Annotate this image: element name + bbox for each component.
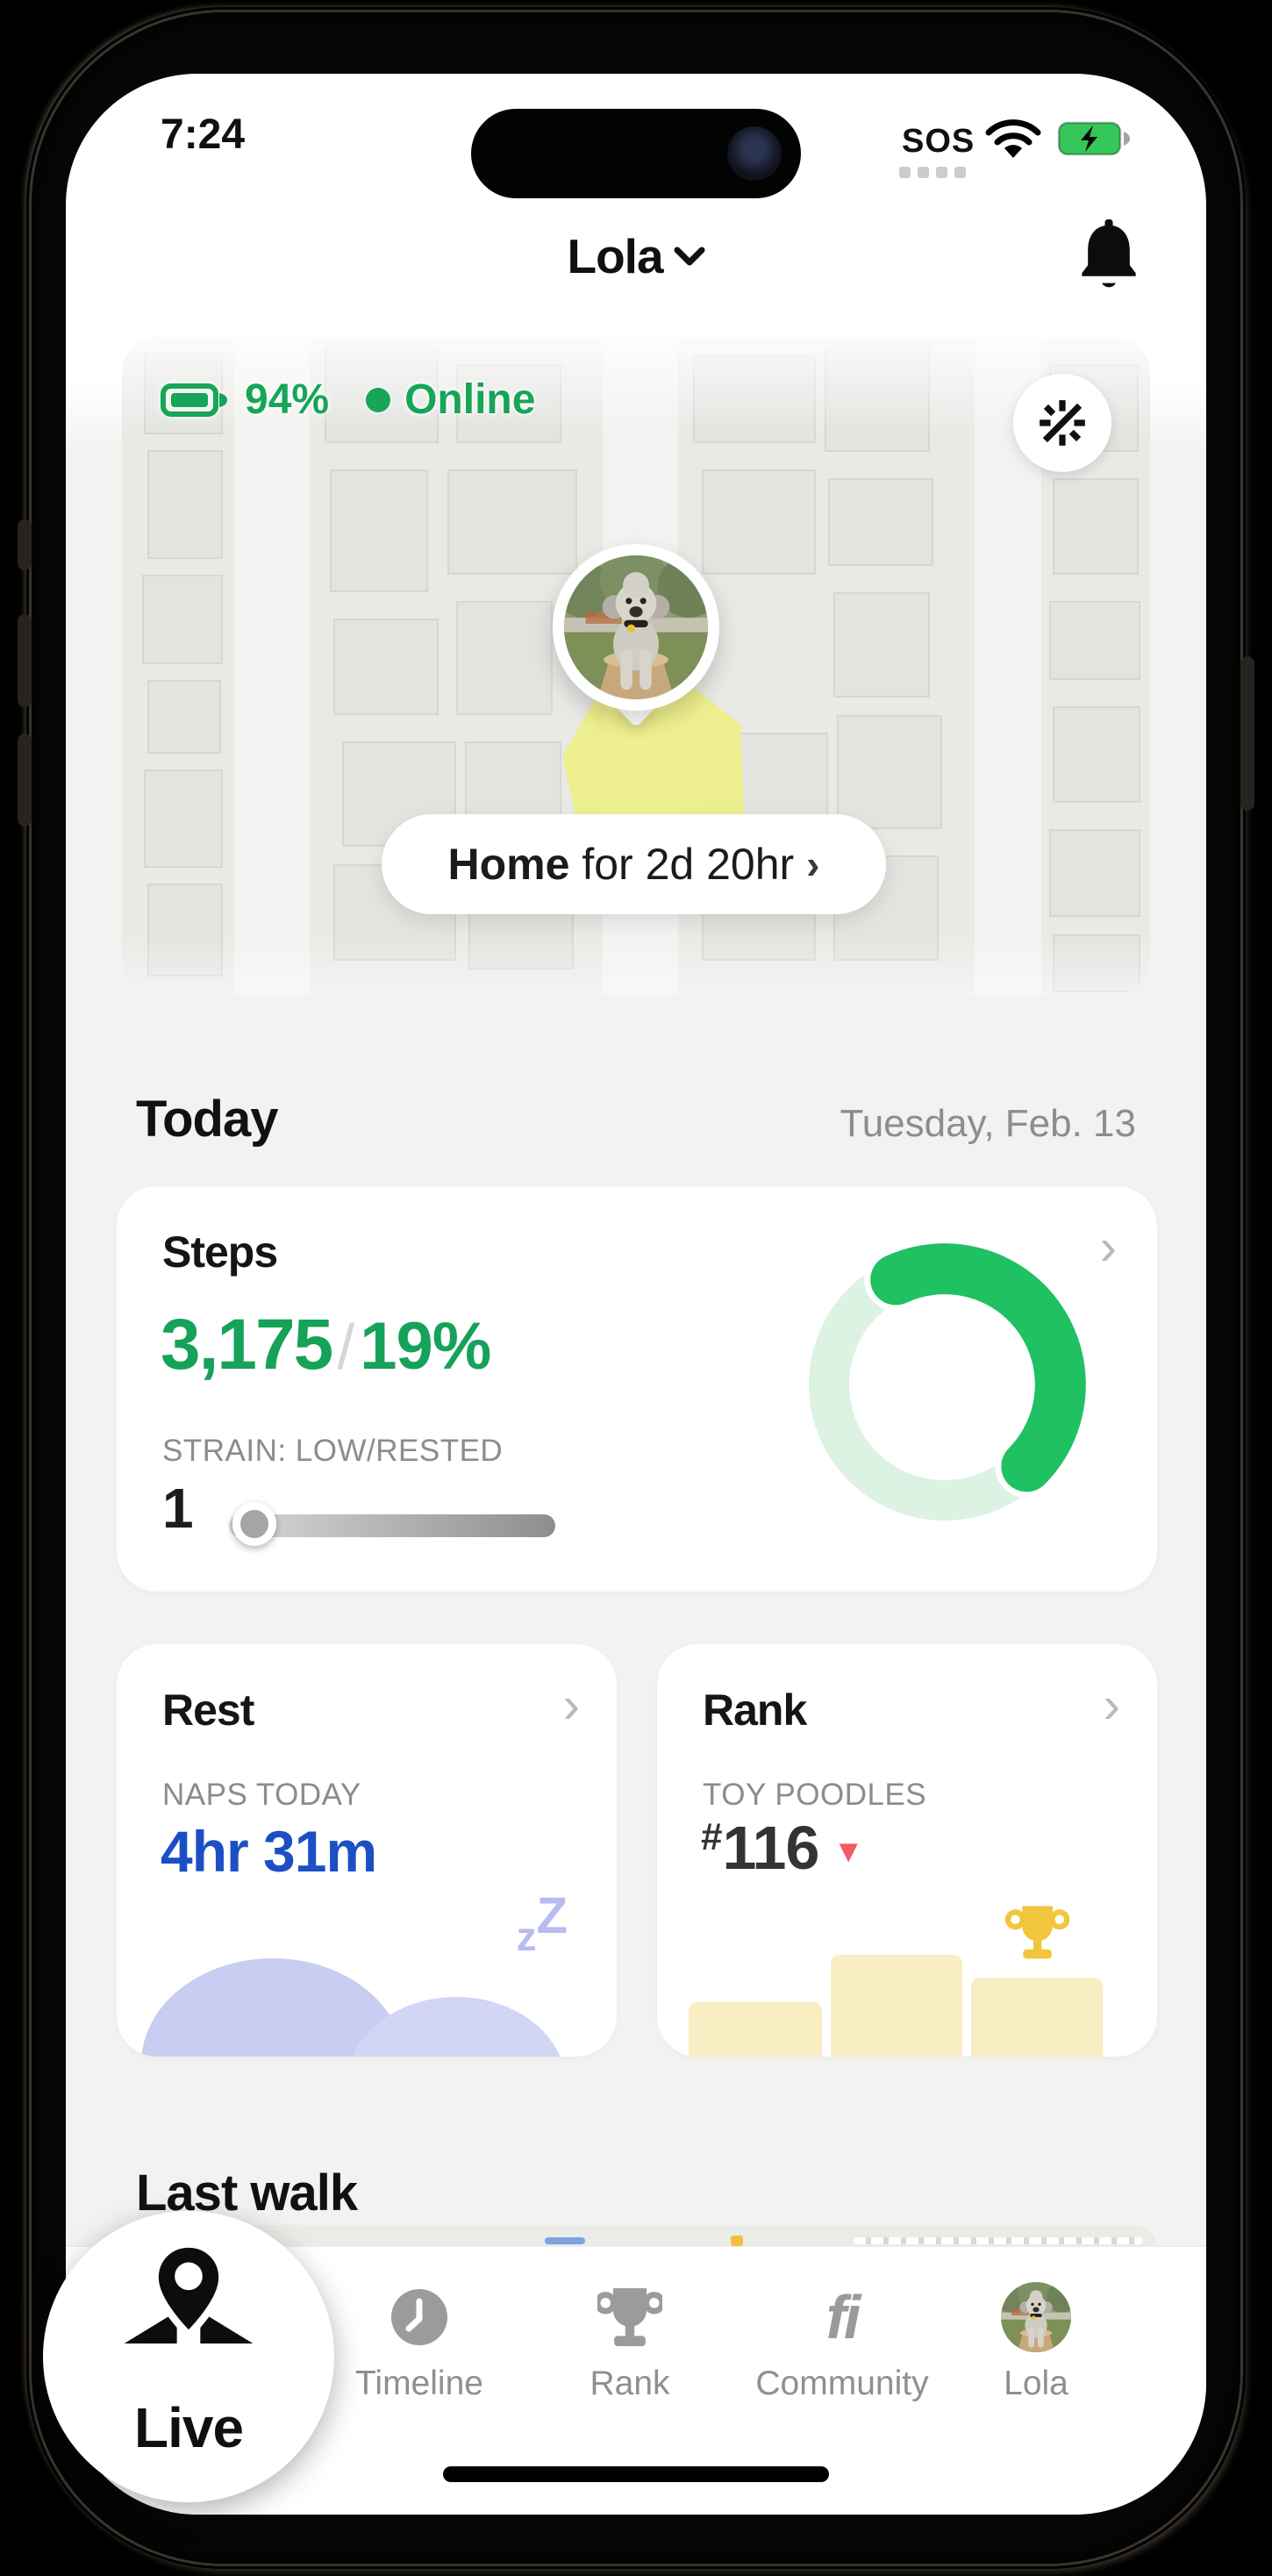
divider: / [337,1313,355,1383]
location-status-pill[interactable]: Home for 2d 20hr › [382,814,886,914]
tab-lola[interactable]: Lola [940,2282,1133,2403]
map-card[interactable]: 94% Online [122,337,1150,995]
rest-title: Rest [162,1685,254,1735]
chevron-down-icon [674,247,705,266]
live-pin-icon [124,2241,254,2343]
collar-battery-percent: 94% [245,376,330,423]
pet-photo [564,555,708,699]
strain-slider[interactable] [229,1514,555,1537]
phone-frame: 7:24 SOS Lola [18,7,1254,2569]
goal-percent: 19% [360,1309,491,1384]
front-camera-icon [727,126,782,181]
pet-selector[interactable]: Lola [66,228,1206,284]
pet-name: Lola [567,229,663,283]
strain-slider-knob[interactable] [232,1502,276,1546]
tab-timeline[interactable]: Timeline [323,2282,516,2403]
rank-title: Rank [703,1685,807,1735]
steps-count: 3,175 [161,1305,333,1385]
rank-card[interactable]: Rank › TOY POODLES #116 ▼ [657,1644,1157,2057]
place-name: Home [447,840,570,889]
naps-value: 4hr 31m [161,1819,377,1884]
pet-location-marker[interactable] [553,544,719,711]
wifi-icon [985,119,1041,166]
last-walk-card-edge[interactable] [117,2225,1157,2248]
podium-illustration [689,1890,1103,2057]
naps-label: NAPS TODAY [162,1778,361,1812]
section-title-today: Today [136,1091,278,1148]
live-label: Live [133,2396,244,2459]
map-fade [122,934,1150,995]
trend-down-icon: ▼ [833,1833,865,1869]
chevron-right-icon: › [562,1677,580,1734]
carrier-sos-label: SOS [902,123,975,160]
chevron-right-icon: › [1103,1677,1120,1734]
tab-rank[interactable]: Rank [533,2282,726,2403]
clock-icon [323,2282,516,2352]
steps-title: Steps [162,1227,278,1277]
battery-charging-icon [1057,119,1133,162]
pet-avatar [1001,2282,1071,2352]
strain-value: 1 [162,1477,194,1540]
connection-status: Online [404,376,536,423]
dynamic-island [471,109,801,198]
power-button [1240,656,1254,811]
lost-dog-mode-button[interactable] [1013,374,1111,472]
notifications-button[interactable] [1076,219,1143,290]
sleep-zz-icon: zZ [516,1887,568,1959]
online-dot-icon [366,387,391,412]
tab-live[interactable]: Live [43,2211,334,2502]
breed-label: TOY POODLES [703,1778,927,1812]
collar-battery-icon [161,383,227,417]
phone-screen: 7:24 SOS Lola [66,74,1206,2515]
signal-dots-icon [899,167,966,178]
trophy-icon [533,2282,726,2352]
strain-label: STRAIN: LOW/RESTED [162,1434,504,1468]
map-fade [122,337,1150,433]
chevron-right-icon: › [1099,1219,1117,1276]
place-duration: for 2d 20hr [569,840,795,889]
home-indicator[interactable] [443,2466,829,2482]
chevron-right-icon: › [806,841,820,887]
steps-card[interactable]: Steps › 3,175/19% STRAIN: LOW/RESTED 1 [117,1186,1157,1592]
mute-switch [18,519,32,570]
volume-down-button [18,733,32,826]
rank-value-row: #116 ▼ [701,1813,864,1883]
tab-community[interactable]: fi Community [755,2283,929,2402]
bell-icon [1082,219,1136,288]
trophy-icon [1008,1907,1067,1958]
volume-up-button [18,614,32,707]
burst-slash-icon [1040,400,1085,446]
today-date: Tuesday, Feb. 13 [840,1102,1136,1145]
status-time: 7:24 [161,111,246,158]
rest-card[interactable]: Rest › NAPS TODAY 4hr 31m zZ [117,1644,617,2057]
steps-progress-ring [809,1237,1092,1521]
fi-logo-icon: fi [825,2283,861,2351]
collar-status: 94% Online [161,376,535,424]
steps-values: 3,175/19% [161,1304,491,1386]
rank-hash: # [701,1815,723,1858]
rank-number: 116 [722,1814,819,1882]
